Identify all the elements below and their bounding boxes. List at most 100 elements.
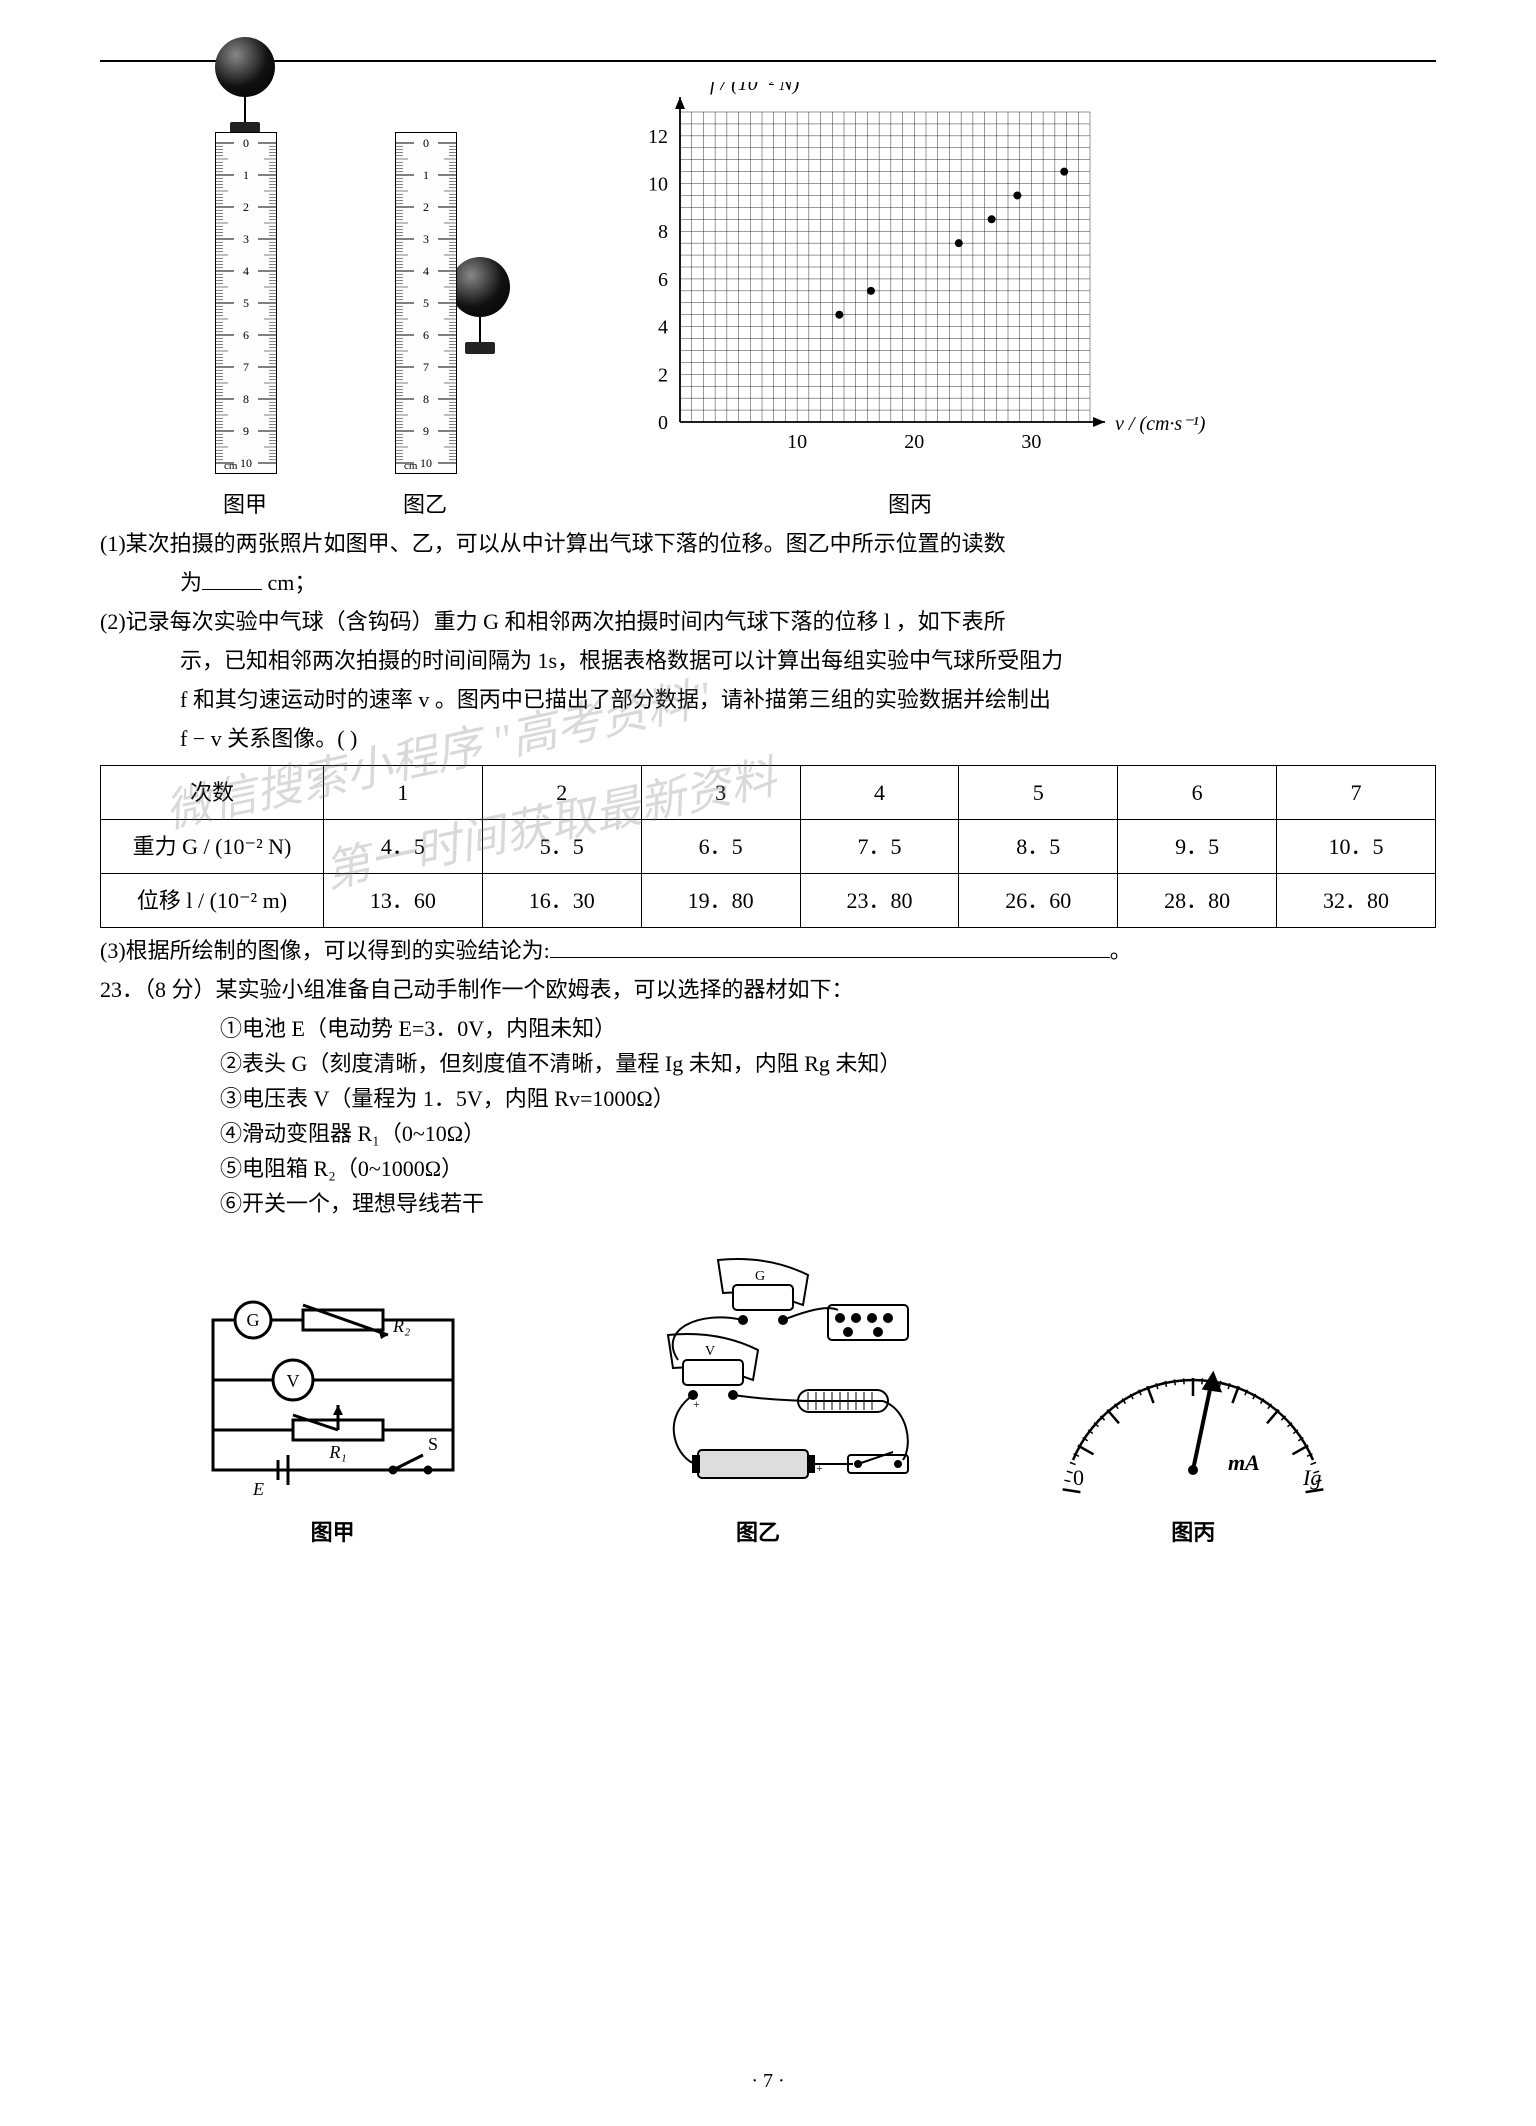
meter-right-label: Ig [1302,1465,1321,1490]
svg-text:6: 6 [243,328,249,342]
circuit-G-label: G [246,1310,259,1330]
ball-yi [450,257,510,317]
table-cell: 23．80 [800,874,959,928]
svg-text:6: 6 [423,328,429,342]
svg-text:3: 3 [243,232,249,246]
table-row-label: 位移 l / (10⁻² m) [101,874,324,928]
weight-yi [465,342,495,354]
table-cell: 4．5 [324,820,483,874]
svg-text:5: 5 [423,296,429,310]
table-header-cell: 7 [1277,766,1436,820]
meter-svg: 0 mA Ig [1043,1340,1343,1510]
table-header-cell: 6 [1118,766,1277,820]
svg-text:3: 3 [423,232,429,246]
q1-b-prefix: 为 [180,570,202,595]
ruler-strip-jia: 012345678910cm [215,132,277,474]
svg-text:2: 2 [423,200,429,214]
svg-text:0: 0 [243,136,249,150]
q23-intro: 23．（8 分）某实验小组准备自己动手制作一个欧姆表，可以选择的器材如下： [100,973,1436,1006]
data-table: 次数1234567重力 G / (10⁻² N)4．55．56．57．58．59… [100,765,1436,928]
q2-line-d: f − v 关系图像。( ) [100,722,1436,755]
circuit-V-label: V [286,1371,299,1391]
table-row-label: 重力 G / (10⁻² N) [101,820,324,874]
svg-text:30: 30 [1021,431,1041,453]
table-cell: 9．5 [1118,820,1277,874]
ball-stem-yi [479,317,481,342]
q23-item: ④滑动变阻器 R₁（0~10Ω） [220,1117,1436,1150]
table-cell: 10．5 [1277,820,1436,874]
circuit-svg: G R₂ V R₁ S E [193,1290,473,1510]
circuit-S-label: S [428,1434,438,1454]
figure-row: 012345678910cm 图甲 012345678910cm 图乙 1020… [100,82,1436,521]
svg-text:10: 10 [648,174,668,196]
svg-text:8: 8 [423,392,429,406]
svg-text:cm: cm [224,460,238,472]
top-divider [100,60,1436,62]
svg-text:9: 9 [423,424,429,438]
figure-yi-label: 图乙 [403,488,447,521]
svg-text:2: 2 [243,200,249,214]
svg-text:G: G [755,1269,765,1284]
figure-bing-label: 图丙 [888,488,932,521]
circuit-jia: G R₂ V R₁ S E 图甲 [193,1290,473,1549]
apparatus-yi: G V + + 图乙 [578,1250,938,1549]
table-header-cell: 5 [959,766,1118,820]
svg-text:4: 4 [423,264,429,278]
q1-line-a: (1)某次拍摄的两张照片如图甲、乙，可以从中计算出气球下落的位移。图乙中所示位置… [100,527,1436,560]
q3-blank[interactable] [550,935,1110,958]
svg-text:cm: cm [404,460,418,472]
table-cell: 32．80 [1277,874,1436,928]
svg-text:0: 0 [423,136,429,150]
svg-text:8: 8 [243,392,249,406]
svg-text:12: 12 [648,126,668,148]
q2-line-a: (2)记录每次实验中气球（含钩码）重力 G 和相邻两次拍摄时间内气球下落的位移 … [100,605,1436,638]
table-cell: 6．5 [641,820,800,874]
table-header-cell: 次数 [101,766,324,820]
svg-text:10: 10 [240,456,252,470]
meter-bing: 0 mA Ig 图丙 [1043,1340,1343,1549]
q23-item: ⑥开关一个，理想导线若干 [220,1187,1436,1220]
ruler-strip-yi: 012345678910cm [395,132,457,474]
svg-text:v / (cm·s⁻¹): v / (cm·s⁻¹) [1115,413,1206,435]
svg-text:10: 10 [420,456,432,470]
table-header-cell: 3 [641,766,800,820]
scatter-chart: 102030024681012f / (10⁻² N)v / (cm·s⁻¹) [600,82,1220,482]
svg-text:6: 6 [658,269,668,291]
apparatus-svg: G V + + [578,1250,938,1510]
svg-text:+: + [816,1461,823,1475]
table-header-cell: 4 [800,766,959,820]
q23-list: ①电池 E（电动势 E=3．0V，内阻未知）②表头 G（刻度清晰，但刻度值不清晰… [100,1012,1436,1220]
table-cell: 7．5 [800,820,959,874]
q1-line-b: 为 cm； [100,566,1436,599]
q1-b-suffix: cm； [268,570,317,595]
q23-item: ①电池 E（电动势 E=3．0V，内阻未知） [220,1012,1436,1045]
svg-text:7: 7 [243,360,249,374]
svg-text:+: + [693,1397,700,1411]
q23-item: ③电压表 V（量程为 1．5V，内阻 Rv=1000Ω） [220,1082,1436,1115]
circuit-jia-label: 图甲 [311,1516,355,1549]
table-cell: 8．5 [959,820,1118,874]
ball-jia [215,37,275,97]
q23-item: ②表头 G（刻度清晰，但刻度值不清晰，量程 Ig 未知，内阻 Rg 未知） [220,1047,1436,1080]
circuit-E-label: E [252,1479,264,1499]
q3-prefix: (3)根据所绘制的图像，可以得到的实验结论为: [100,938,550,963]
q3-suffix: 。 [1110,938,1132,963]
ball-stem-jia [244,97,246,122]
circuit-R2-label: R₂ [392,1316,410,1336]
bottom-figures-row: G R₂ V R₁ S E 图甲 [100,1250,1436,1549]
svg-text:20: 20 [904,431,924,453]
svg-text:4: 4 [243,264,249,278]
meter-bing-label: 图丙 [1171,1516,1215,1549]
table-cell: 16．30 [482,874,641,928]
meter-left-label: 0 [1073,1465,1084,1490]
figure-yi: 012345678910cm 图乙 [360,82,490,521]
svg-text:1: 1 [423,168,429,182]
figure-bing: 102030024681012f / (10⁻² N)v / (cm·s⁻¹) … [600,82,1220,521]
q3-line: (3)根据所绘制的图像，可以得到的实验结论为: 。 [100,934,1436,967]
q1-blank[interactable] [202,567,262,590]
meter-unit-label: mA [1228,1450,1260,1475]
q2-line-b: 示，已知相邻两次拍摄的时间间隔为 1s，根据表格数据可以计算出每组实验中气球所受… [100,644,1436,677]
table-cell: 28．80 [1118,874,1277,928]
page-number: · 7 · [0,2066,1536,2096]
q23-item: ⑤电阻箱 R₂（0~1000Ω） [220,1152,1436,1185]
